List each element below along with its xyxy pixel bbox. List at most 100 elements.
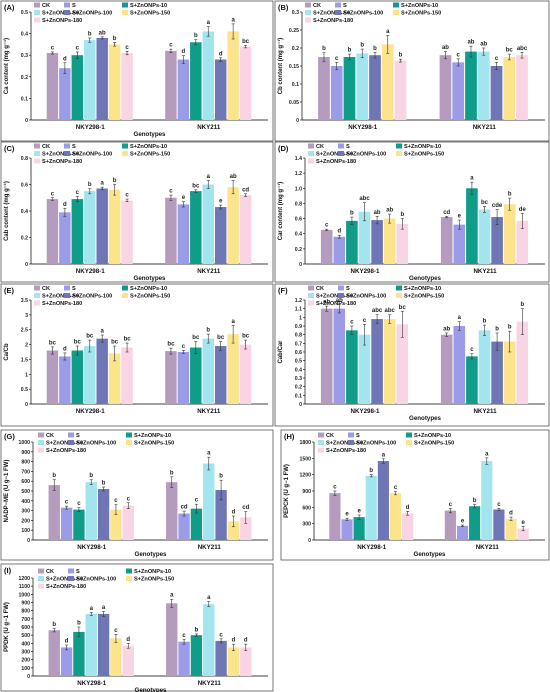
significance-letter: d bbox=[232, 638, 236, 644]
bar bbox=[190, 42, 202, 120]
bar bbox=[48, 630, 60, 676]
significance-letter: b bbox=[88, 182, 92, 188]
bar bbox=[346, 220, 358, 264]
chart-panel-h: 0 300 600 900 1200 1500 1800 PEPCK (U g−1 FW) (H… bbox=[280, 429, 550, 561]
significance-letter: c bbox=[363, 318, 367, 324]
significance-letter: b bbox=[194, 33, 198, 39]
legend-label: S+ZnONPs-10 bbox=[134, 569, 171, 575]
legend-swatch bbox=[34, 17, 40, 23]
y-tick-label: 700 bbox=[21, 617, 30, 623]
y-tick-label: 0.2 bbox=[21, 75, 28, 81]
panel-label: (B) bbox=[278, 3, 289, 12]
significance-letter: cd bbox=[443, 210, 450, 216]
legend-swatch bbox=[305, 10, 311, 15]
y-tick-label: 1 bbox=[25, 372, 28, 378]
y-tick-label: 0 bbox=[25, 262, 28, 268]
legend-label: S+ZnONPs-100 bbox=[72, 152, 112, 158]
y-tick-label: 0.2 bbox=[295, 247, 302, 253]
significance-letter: a bbox=[485, 451, 489, 457]
significance-letter: b bbox=[399, 53, 403, 59]
significance-letter: b bbox=[322, 46, 326, 52]
significance-letter: a bbox=[382, 452, 386, 458]
chart-panel-d: 0 0.2 0.4 0.6 0.8 1.0 1.2 1.4 Car content (mg g⁻… bbox=[274, 141, 550, 283]
y-tick-label: 0.1 bbox=[295, 393, 302, 399]
legend-swatch bbox=[318, 432, 324, 438]
bar bbox=[491, 217, 503, 264]
bar bbox=[369, 55, 381, 121]
legend-label: CK bbox=[42, 3, 50, 9]
y-tick-label: 0.3 bbox=[292, 10, 299, 16]
significance-letter: c bbox=[77, 501, 81, 507]
bar bbox=[466, 356, 478, 404]
y-tick-label: 0.3 bbox=[21, 53, 28, 59]
bar bbox=[122, 505, 134, 540]
bar bbox=[239, 195, 252, 264]
legend-swatch bbox=[122, 151, 128, 156]
bar bbox=[84, 40, 96, 120]
legend-label: S+ZnONPs-10 bbox=[130, 3, 167, 9]
significance-letter: cd bbox=[181, 505, 188, 511]
legend: CK S S+ZnONPs-10S+ZnONPs-50S+ZnONPs-100 S+Z… bbox=[34, 285, 170, 307]
legend-label: S+ZnONPs-10 bbox=[404, 286, 441, 292]
bar bbox=[402, 513, 414, 540]
bar bbox=[381, 44, 394, 120]
legend-swatch bbox=[305, 17, 311, 23]
legend-swatch bbox=[393, 2, 399, 8]
legend-label: S+ZnONPs-50 bbox=[313, 11, 350, 17]
significance-letter: b bbox=[102, 481, 106, 487]
legend-swatch bbox=[396, 285, 402, 291]
legend: CK S S+ZnONPs-10S+ZnONPs-50S+ZnONPs-100 S+Z… bbox=[38, 568, 174, 590]
legend-swatch bbox=[396, 143, 402, 149]
y-tick-label: 900 bbox=[302, 489, 311, 495]
legend-swatch bbox=[38, 432, 44, 438]
significance-letter: b bbox=[400, 212, 404, 218]
bar bbox=[96, 37, 108, 120]
legend-label: S+ZnONPs-10 bbox=[130, 286, 167, 292]
significance-letter: c bbox=[51, 45, 55, 51]
legend-swatch bbox=[122, 293, 128, 298]
bar bbox=[215, 640, 227, 676]
legend-label: S+ZnONPs-10 bbox=[401, 3, 438, 9]
legend-label: S+ZnONPs-180 bbox=[42, 18, 82, 24]
significance-letter: ab bbox=[467, 40, 474, 46]
bar bbox=[71, 55, 84, 121]
significance-letter: ab bbox=[323, 300, 330, 306]
significance-letter: a bbox=[207, 174, 211, 180]
significance-letter: c bbox=[114, 628, 118, 634]
legend-swatch bbox=[34, 151, 40, 156]
bar bbox=[333, 236, 346, 264]
legend-swatch bbox=[64, 285, 70, 291]
legend-swatch bbox=[64, 151, 70, 156]
legend-label: S+ZnONPs-150 bbox=[401, 11, 441, 17]
category-label: NKY298-1 bbox=[351, 408, 380, 415]
legend-label: S+ZnONPs-180 bbox=[46, 584, 86, 590]
legend-swatch bbox=[38, 576, 44, 581]
bar bbox=[358, 211, 371, 264]
y-tick-label: 0.1 bbox=[21, 96, 28, 102]
legend-label: CK bbox=[46, 569, 54, 575]
y-axis-label: Cb content (mg g⁻¹) bbox=[277, 38, 284, 95]
bar bbox=[46, 199, 59, 264]
legend-label: S+ZnONPs-100 bbox=[72, 294, 112, 300]
legend-label: S+ZnONPs-10 bbox=[414, 433, 451, 439]
category-label: NKY211 bbox=[473, 124, 497, 131]
bar bbox=[239, 46, 252, 121]
bar bbox=[227, 647, 240, 676]
bar bbox=[503, 57, 516, 120]
y-tick-label: 400 bbox=[21, 641, 30, 647]
significance-letter: bc bbox=[481, 200, 489, 206]
y-tick-label: 1.2 bbox=[295, 298, 302, 304]
category-label: NKY298-1 bbox=[348, 124, 377, 131]
y-tick-label: 300 bbox=[21, 650, 30, 656]
bar bbox=[320, 308, 333, 404]
bar bbox=[121, 347, 133, 404]
y-axis-label: Cab content (mg g⁻¹) bbox=[3, 181, 10, 241]
y-tick-label: 200 bbox=[21, 518, 30, 524]
legend-swatch bbox=[335, 2, 341, 8]
legend-label: S+ZnONPs-50 bbox=[42, 11, 79, 17]
significance-letter: ab bbox=[443, 326, 450, 332]
bar bbox=[516, 321, 529, 404]
bar bbox=[215, 490, 227, 540]
panel-frame bbox=[0, 563, 274, 692]
significance-letter: ab bbox=[230, 174, 237, 180]
